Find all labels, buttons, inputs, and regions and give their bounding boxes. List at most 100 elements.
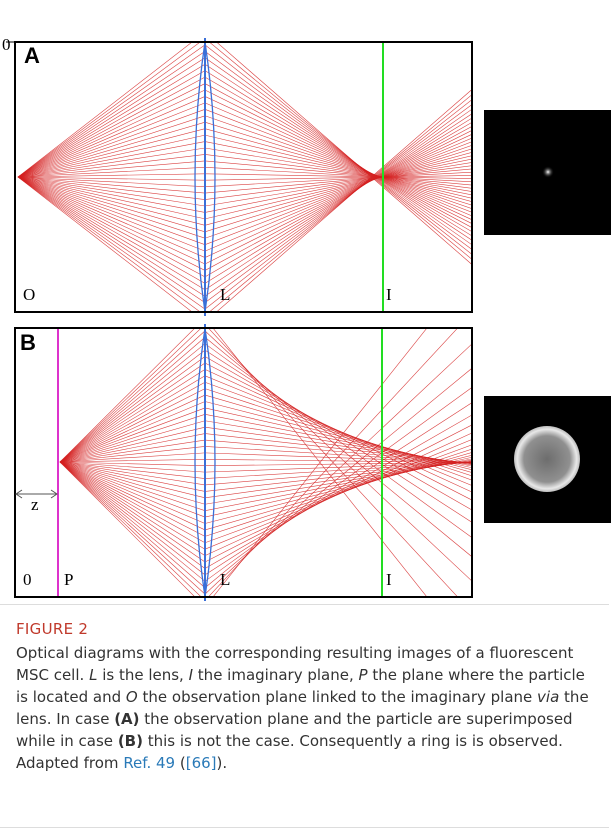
ray [17,42,193,178]
ray [59,349,206,463]
ray [17,176,206,239]
link[interactable]: [66] [185,754,217,772]
plane-label: 0 [23,570,32,589]
ray [204,154,472,189]
ray [59,461,206,473]
ray [204,462,472,473]
ray [17,42,201,178]
link[interactable]: Ref. 49 [123,754,176,772]
ray [216,89,472,312]
ray [204,162,472,207]
ray [17,176,206,187]
distance-arrow [15,489,58,499]
ray [204,452,472,463]
caption: FIGURE 2 Optical diagrams with the corre… [16,618,600,774]
ray [204,109,472,213]
ray [17,167,206,178]
ray [59,420,206,463]
ray [59,461,206,544]
ray [204,432,472,556]
plane-label: L [220,285,230,304]
ray [59,461,206,492]
ray [204,330,472,582]
ray [59,394,206,463]
ray [204,126,472,271]
text: P [358,666,368,684]
ray [204,171,472,187]
ray [17,96,206,178]
ray [204,165,472,200]
ray [59,461,206,467]
ray [17,109,206,178]
ray [204,63,472,241]
ray [17,176,206,258]
panel-label: B [20,330,36,355]
ray [17,83,206,178]
ray [59,461,206,505]
panel-b-frame [14,327,473,598]
ray [17,51,206,178]
ray [204,446,472,464]
caption-text: Optical diagrams with the corresponding … [16,642,600,774]
ray [204,155,472,220]
ray [17,176,206,213]
ray [204,144,472,239]
ray [59,461,206,595]
ray [204,44,472,255]
text: is the lens, [97,666,189,684]
lens-b [194,324,216,601]
ray [17,128,206,178]
ray [204,337,472,558]
ray [204,375,472,486]
ray [59,369,206,463]
ray [59,461,206,576]
text: the observation plane linked to the imag… [137,688,538,706]
ray [59,388,206,463]
plane-label: I [386,570,392,589]
ray [59,375,206,463]
ray [17,176,206,265]
ray [17,176,206,200]
ray [59,461,202,597]
text: the plane where the particle is located … [16,666,585,706]
ray [17,121,206,178]
ray [59,401,206,463]
ray [204,89,472,224]
ray [59,426,206,463]
text: the lens. In case [16,688,589,728]
ray [17,176,206,245]
ray [59,439,206,463]
ray [59,461,206,531]
ray [204,121,472,206]
ray [204,452,472,531]
ray [17,176,206,252]
text: the observation plane and the particle a… [16,710,573,750]
text: via [537,688,560,706]
ray [204,115,472,210]
ray [212,328,428,597]
ray [204,134,472,199]
ray [59,381,206,463]
ray [59,461,196,597]
ray [204,148,472,233]
ray [17,176,206,233]
ray [204,175,472,181]
ray [204,462,472,467]
ray [204,141,472,245]
ray [17,102,206,178]
ray [204,117,472,284]
ray [17,57,206,178]
ray [204,356,472,511]
ray [17,141,206,178]
text: this is not the case. Consequently a rin… [16,732,563,772]
ray [204,121,472,278]
ray [59,433,206,463]
ray [59,458,206,463]
ray [204,458,472,511]
ray [204,168,472,194]
plane-label: O [23,285,35,304]
ray [17,176,206,303]
ray [17,176,206,220]
ray [59,362,206,463]
